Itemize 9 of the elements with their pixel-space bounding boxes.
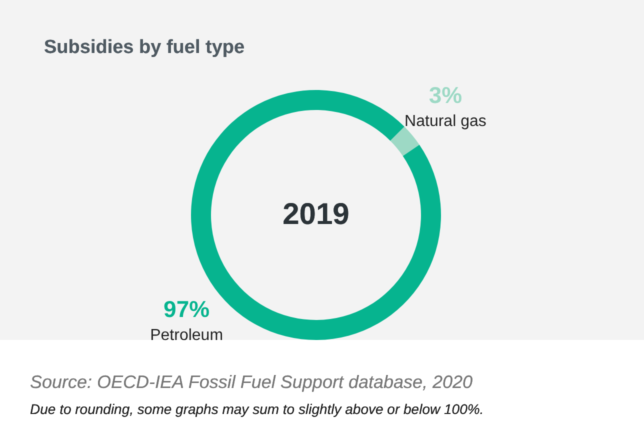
slice-label: Natural gas (404, 112, 486, 130)
donut-slice (390, 126, 420, 156)
text: 2019 (282, 198, 350, 231)
data-label: 97% (164, 296, 210, 322)
chart-title: Subsidies by fuel type (44, 37, 245, 58)
data-label: 3% (428, 82, 462, 108)
text: Due to rounding, some graphs may sum to slightly above or below 100%. (30, 401, 484, 417)
slice-label: Petroleum (150, 327, 224, 344)
source-note: Source: OECD-IEA Fossil Fuel Support database, 2020 (30, 372, 473, 392)
